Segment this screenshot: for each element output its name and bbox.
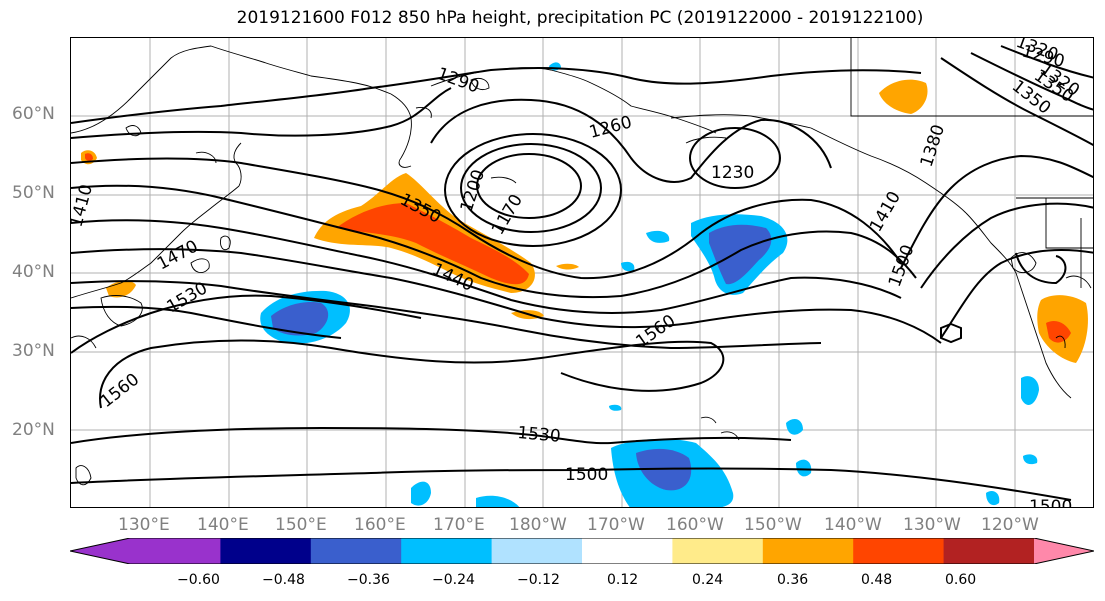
contour-label: 1290	[434, 64, 481, 98]
colorbar-tick: 0.60	[945, 572, 977, 588]
colorbar-segment	[401, 538, 493, 564]
lat-label-40n: 40°N	[12, 262, 55, 282]
contour-label: 1260	[587, 112, 634, 143]
contour-label: 1410	[71, 182, 97, 229]
contour-label: 1560	[97, 370, 143, 412]
contour-label: 1230	[711, 163, 754, 183]
colorbar-segment	[582, 538, 673, 564]
colorbar-segment	[943, 538, 1035, 564]
contour-label: 1380	[917, 122, 949, 169]
colorbar-segment	[762, 538, 854, 564]
colorbar-tick: 0.24	[692, 572, 724, 588]
map-panel: 1290 1320 1350 1410 1470 1530 1560 1260 …	[70, 37, 1094, 508]
lat-label-60n: 60°N	[12, 104, 55, 124]
lon-label-150e: 150°E	[275, 515, 327, 535]
lon-label-130w: 130°W	[903, 515, 961, 535]
lon-label-160w: 160°W	[666, 515, 724, 535]
lon-label-130e: 130°E	[118, 515, 170, 535]
graticule	[71, 38, 1093, 507]
lon-label-170e: 170°E	[433, 515, 485, 535]
colorbar-tick: 0.12	[607, 572, 639, 588]
lon-label-180w: 180°W	[509, 515, 567, 535]
colorbar-segment	[672, 538, 764, 564]
contour-label: 1470	[154, 236, 202, 274]
lat-label-20n: 20°N	[12, 420, 55, 440]
colorbar-left-extension	[70, 538, 130, 564]
contour-label: 1200	[457, 167, 489, 214]
lat-label-30n: 30°N	[12, 341, 55, 361]
colorbar-tick: −0.24	[432, 572, 475, 588]
map-canvas: 1290 1320 1350 1410 1470 1530 1560 1260 …	[71, 38, 1093, 508]
lat-label-50n: 50°N	[12, 183, 55, 203]
colorbar-segment	[491, 538, 583, 564]
colorbar-segment	[853, 538, 945, 564]
contour-label: 1560	[632, 311, 679, 352]
height-contours	[71, 45, 1093, 501]
map-title: 2019121600 F012 850 hPa height, precipit…	[236, 8, 924, 28]
colorbar-segment	[130, 538, 221, 564]
colorbar-tick: −0.48	[262, 572, 305, 588]
colorbar-right-extension	[1034, 538, 1094, 564]
colorbar-segment	[220, 538, 312, 564]
contour-label: 1500	[1029, 497, 1072, 508]
colorbar-segments	[130, 538, 1035, 564]
lon-label-170w: 170°W	[587, 515, 645, 535]
colorbar-tick: 0.48	[861, 572, 893, 588]
lon-label-160e: 160°E	[354, 515, 406, 535]
lon-label-120w: 120°W	[981, 515, 1039, 535]
lon-label-140w: 140°W	[824, 515, 882, 535]
colorbar-tick: −0.36	[347, 572, 390, 588]
colorbar-segment	[310, 538, 402, 564]
lon-label-140e: 140°E	[197, 515, 249, 535]
colorbar-tick: 0.36	[777, 572, 809, 588]
precip-fill-positive	[81, 79, 1088, 363]
contour-label: 1530	[517, 423, 562, 447]
colorbar-tick: −0.12	[517, 572, 560, 588]
lon-label-150w: 150°W	[744, 515, 802, 535]
colorbar	[70, 538, 1094, 564]
colorbar-tick: −0.60	[177, 572, 220, 588]
contour-label: 1500	[565, 465, 608, 485]
